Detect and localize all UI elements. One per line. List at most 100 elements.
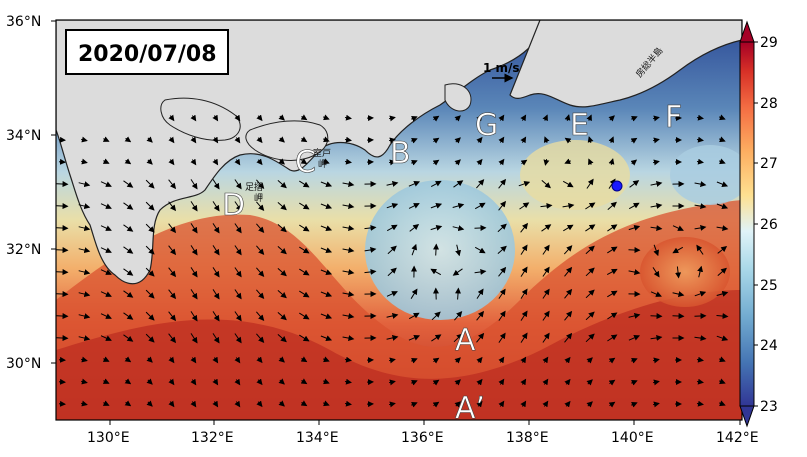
current-vector-arrow (564, 332, 573, 343)
y-tick-label: 30°N (6, 356, 41, 372)
current-vector-arrow (190, 333, 198, 344)
current-vector-arrow (102, 378, 110, 384)
current-vector-arrow (563, 224, 574, 232)
current-vector-arrow (320, 181, 333, 187)
current-vector-arrow (630, 159, 638, 166)
current-vector-arrow (145, 179, 155, 189)
current-vector-arrow (587, 136, 594, 144)
current-vector-arrow (80, 400, 88, 407)
current-vector-arrow (78, 291, 91, 298)
current-vector-arrow (190, 311, 198, 322)
current-vector-arrow (675, 266, 682, 279)
current-vector-arrow (234, 136, 241, 144)
current-vector-arrow (652, 379, 660, 386)
current-vector-arrow (386, 203, 399, 209)
current-vector-arrow (498, 158, 505, 166)
region-label-a-prime: A’ (455, 391, 485, 426)
current-vector-arrow (145, 223, 155, 233)
current-vector-arrow (299, 180, 310, 188)
current-vector-arrow (212, 289, 220, 300)
current-vector-arrow (100, 335, 112, 341)
current-vector-arrow (454, 137, 461, 144)
current-vector-arrow (430, 203, 443, 209)
current-vector-arrow (432, 357, 440, 364)
colorbar-tick-label: 25 (760, 278, 778, 294)
current-vector-arrow (123, 312, 134, 320)
current-vector-arrow (100, 203, 112, 209)
current-vector-arrow (628, 269, 641, 276)
current-vector-arrow (145, 201, 155, 211)
current-vector-arrow (190, 114, 197, 122)
current-vector-arrow (542, 332, 550, 343)
current-vector-arrow (80, 378, 88, 385)
current-vector-arrow (190, 245, 198, 256)
current-vector-arrow (256, 136, 263, 144)
current-vector-arrow (564, 266, 573, 277)
current-vector-arrow (607, 224, 618, 232)
current-vector-arrow (234, 114, 241, 122)
current-vector-arrow (168, 289, 177, 300)
current-vector-arrow (344, 114, 352, 121)
current-vector-arrow (323, 158, 330, 165)
current-vector-arrow (498, 356, 505, 364)
current-vector-arrow (696, 244, 704, 255)
warm-eddy-east (640, 237, 730, 307)
current-vector-arrow (411, 160, 418, 166)
colorbar-tick-label: 29 (760, 35, 778, 51)
x-tick-label: 136°E (401, 430, 444, 446)
current-vector-arrow (190, 289, 198, 300)
current-vector-arrow (256, 223, 265, 233)
current-vector-arrow (608, 115, 615, 122)
y-axis: 36°N 34°N 32°N 30°N (6, 14, 56, 372)
current-vector-arrow (344, 158, 352, 165)
current-vector-arrow (190, 356, 197, 364)
current-vector-arrow (540, 202, 553, 209)
current-vector-arrow (234, 201, 242, 212)
current-vector-arrow (411, 358, 418, 364)
current-vector-arrow (606, 268, 618, 276)
current-vector-arrow (586, 178, 594, 189)
current-vector-arrow (320, 335, 333, 341)
current-vector-arrow (78, 247, 91, 254)
current-vector-arrow (80, 136, 88, 143)
current-vector-arrow (608, 401, 616, 408)
current-vector-arrow (585, 267, 595, 277)
current-vector-arrow (278, 158, 285, 165)
current-vector-arrow (719, 400, 726, 407)
current-vector-arrow (78, 335, 91, 342)
current-vector-arrow (300, 356, 308, 363)
current-vector-arrow (278, 400, 285, 407)
current-vector-arrow (190, 267, 198, 278)
current-vector-arrow (277, 312, 287, 321)
current-vector-arrow (564, 137, 572, 144)
current-vector-arrow (542, 310, 550, 321)
current-vector-arrow (342, 225, 355, 232)
current-vector-arrow (585, 333, 595, 343)
x-axis: 130°E 132°E 134°E 136°E 138°E 140°E 142°… (87, 420, 759, 446)
current-vector-arrow (342, 203, 355, 210)
current-vector-arrow (234, 158, 241, 166)
current-vector-arrow (100, 313, 112, 319)
current-vector-arrow (672, 246, 684, 254)
current-vector-arrow (542, 266, 550, 277)
current-vector-arrow (411, 402, 418, 408)
current-vector-arrow (100, 181, 112, 187)
current-vector-arrow (234, 356, 241, 364)
current-vector-arrow (78, 225, 91, 232)
current-vector-arrow (542, 244, 550, 255)
current-vector-arrow (146, 400, 153, 407)
current-vector-arrow (653, 244, 660, 257)
current-vector-arrow (344, 136, 352, 143)
current-vector-field (56, 114, 729, 408)
current-vector-arrow (234, 378, 241, 386)
current-vector-arrow (256, 400, 263, 408)
current-vector-arrow (410, 288, 418, 299)
current-vector-arrow (190, 136, 197, 144)
current-vector-arrow (100, 247, 112, 253)
current-vector-arrow (498, 378, 505, 386)
current-vector-arrow (234, 223, 242, 234)
current-vector-arrow (631, 380, 638, 386)
current-vector-arrow (607, 312, 618, 320)
place-label-muroto-line2: 岬 (318, 159, 327, 170)
current-vector-arrow (696, 136, 704, 143)
